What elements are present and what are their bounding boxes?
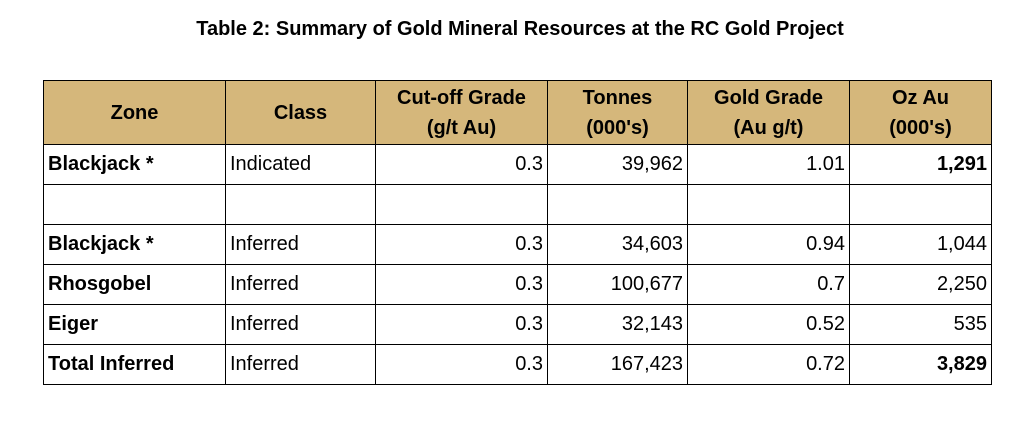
header-zone: Zone (43, 80, 226, 145)
cell-zone (43, 184, 226, 225)
cell-oz: 1,044 (849, 224, 992, 265)
cell-cutoff: 0.3 (375, 144, 548, 185)
header-tonnes: Tonnes (000's) (547, 80, 688, 145)
cell-tonnes: 167,423 (547, 344, 688, 385)
cell-zone: Blackjack * (43, 224, 226, 265)
cell-cutoff: 0.3 (375, 304, 548, 345)
cell-class: Inferred (225, 304, 376, 345)
cell-cutoff: 0.3 (375, 224, 548, 265)
cell-zone: Total Inferred (43, 344, 226, 385)
cell-tonnes: 100,677 (547, 264, 688, 305)
cell-oz: 3,829 (849, 344, 992, 385)
header-cutoff-grade: Cut-off Grade (g/t Au) (375, 80, 548, 145)
cell-class: Inferred (225, 264, 376, 305)
cell-oz: 2,250 (849, 264, 992, 305)
cell-grade: 0.94 (687, 224, 850, 265)
cell-grade: 0.7 (687, 264, 850, 305)
table-row-blank (43, 184, 992, 225)
gold-resources-table: Zone Class Cut-off Grade (g/t Au) Tonnes(… (43, 80, 992, 385)
cell-grade (687, 184, 850, 225)
cell-class: Indicated (225, 144, 376, 185)
header-gold-grade: Gold Grade (Au g/t) (687, 80, 850, 145)
cell-cutoff: 0.3 (375, 264, 548, 305)
cell-zone: Eiger (43, 304, 226, 345)
cell-oz: 535 (849, 304, 992, 345)
cell-cutoff (375, 184, 548, 225)
cell-zone: Blackjack * (43, 144, 226, 185)
header-oz-au: Oz Au (000's) (849, 80, 992, 145)
table-row: Blackjack * Inferred 0.3 34,603 0.94 1,0… (43, 224, 992, 265)
cell-tonnes: 32,143 (547, 304, 688, 345)
cell-oz: 1,291 (849, 144, 992, 185)
header-row: Zone Class Cut-off Grade (g/t Au) Tonnes(… (43, 80, 992, 145)
table-row-total: Total Inferred Inferred 0.3 167,423 0.72… (43, 344, 992, 385)
cell-zone: Rhosgobel (43, 264, 226, 305)
cell-grade: 0.72 (687, 344, 850, 385)
cell-oz (849, 184, 992, 225)
cell-grade: 1.01 (687, 144, 850, 185)
cell-grade: 0.52 (687, 304, 850, 345)
cell-tonnes: 39,962 (547, 144, 688, 185)
header-class: Class (225, 80, 376, 145)
cell-class: Inferred (225, 224, 376, 265)
cell-class (225, 184, 376, 225)
table-title: Table 2: Summary of Gold Mineral Resourc… (196, 18, 844, 40)
cell-tonnes (547, 184, 688, 225)
table-row: Eiger Inferred 0.3 32,143 0.52 535 (43, 304, 992, 345)
table-row: Rhosgobel Inferred 0.3 100,677 0.7 2,250 (43, 264, 992, 305)
table-row: Blackjack * Indicated 0.3 39,962 1.01 1,… (43, 144, 992, 185)
cell-class: Inferred (225, 344, 376, 385)
cell-tonnes: 34,603 (547, 224, 688, 265)
cell-cutoff: 0.3 (375, 344, 548, 385)
